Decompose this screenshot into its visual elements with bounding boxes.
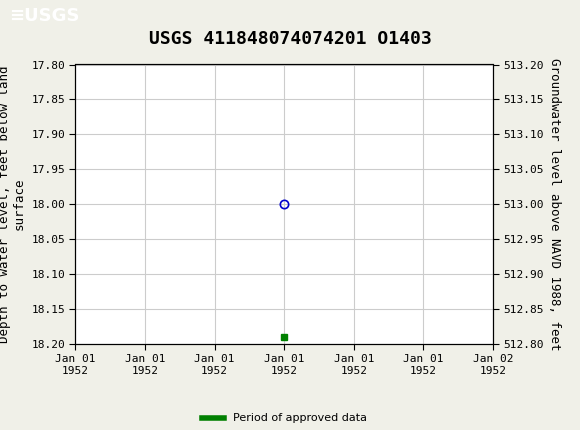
Text: USGS 411848074074201 O1403: USGS 411848074074201 O1403 [148, 30, 432, 48]
Y-axis label: Depth to water level, feet below land
surface: Depth to water level, feet below land su… [0, 65, 26, 343]
Y-axis label: Groundwater level above NAVD 1988, feet: Groundwater level above NAVD 1988, feet [548, 58, 561, 350]
Text: ≡USGS: ≡USGS [9, 7, 79, 25]
Legend: Period of approved data: Period of approved data [197, 409, 371, 428]
